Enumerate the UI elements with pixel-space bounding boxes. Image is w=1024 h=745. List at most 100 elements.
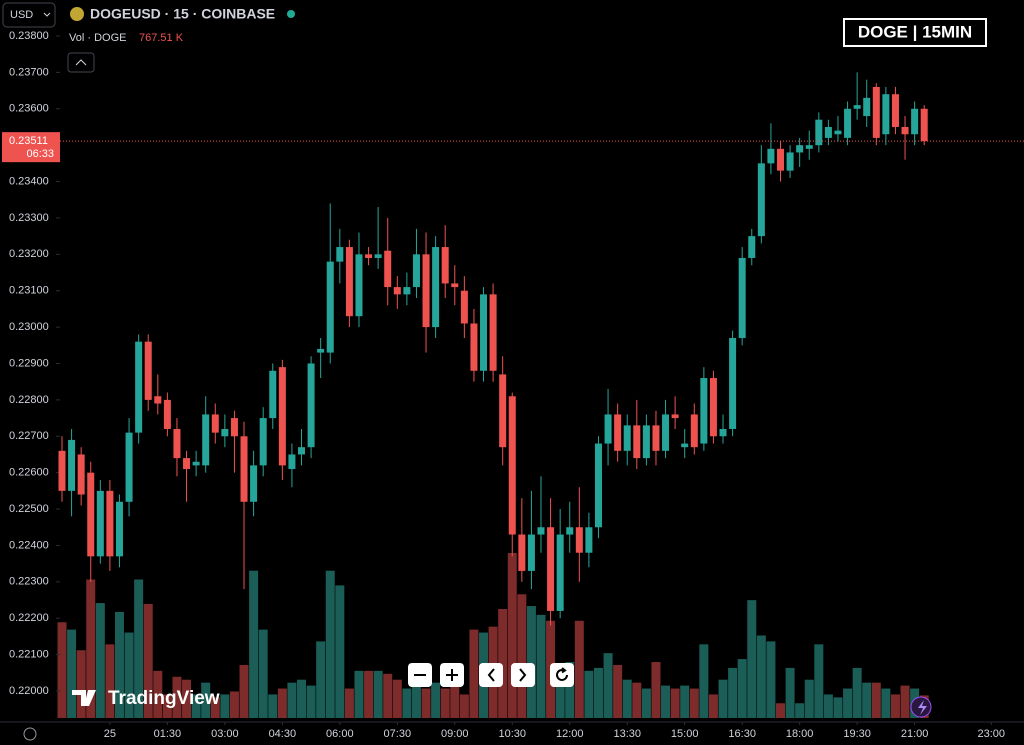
x-tick-label: 06:00 [326, 728, 354, 740]
candle-body [872, 86, 880, 138]
y-tick-label: 0.22900 [9, 357, 49, 369]
volume-bar [258, 629, 268, 718]
candle-body [920, 108, 928, 142]
volume-bar [392, 679, 402, 718]
candle-body [527, 534, 535, 571]
scroll-left-icon [487, 668, 495, 682]
volume-bar [431, 682, 441, 718]
candle-body [633, 425, 641, 459]
volume-bar [862, 682, 872, 718]
volume-bar [239, 664, 249, 718]
symbol-icon [70, 7, 84, 21]
volume-legend: 767.51 K [139, 32, 184, 44]
volume-bar [852, 667, 862, 718]
volume-bar [833, 697, 843, 718]
volume-bar [804, 679, 814, 718]
scroll-left-button[interactable] [479, 663, 503, 687]
volume-bar [680, 685, 690, 718]
volume-bar [67, 629, 77, 718]
candle-body [681, 443, 689, 448]
candle-body [307, 363, 315, 448]
candle-body [211, 414, 219, 433]
candle-body [757, 163, 765, 237]
reset-button[interactable] [550, 663, 574, 687]
volume-bar [162, 694, 172, 718]
candle-body [815, 119, 823, 146]
x-tick-label: 03:00 [211, 728, 239, 740]
candle-body [882, 94, 890, 135]
currency-selector[interactable] [2, 2, 56, 28]
volume-bar [364, 670, 374, 718]
y-tick-label: 0.23800 [9, 30, 49, 42]
candle-body [125, 432, 133, 502]
candle-body [709, 378, 717, 437]
x-tick-label: 19:30 [843, 728, 871, 740]
candle-body [824, 126, 832, 138]
y-tick-label: 0.22800 [9, 394, 49, 406]
x-tick-label: 15:00 [671, 728, 699, 740]
volume-bar [277, 688, 287, 718]
candle-body [911, 108, 919, 135]
volume-bar [785, 667, 795, 718]
candle-body [499, 374, 507, 448]
volume-bar [699, 644, 709, 718]
candle-body [345, 247, 353, 317]
y-tick-label: 0.22100 [9, 649, 49, 661]
volume-bar [795, 703, 805, 718]
volume-bar [306, 685, 316, 718]
zoom-controls [408, 663, 574, 687]
volume-bar [498, 608, 508, 718]
candle-body [547, 527, 555, 611]
candle-body [183, 458, 191, 470]
candle-body [891, 94, 899, 127]
candle-body [422, 254, 430, 328]
candle-body [556, 534, 564, 611]
volume-bar [507, 553, 517, 718]
volume-bar [603, 653, 613, 718]
collapse-button[interactable] [67, 52, 95, 73]
candle-body [230, 418, 238, 437]
candle-body [671, 414, 679, 419]
volume-bar [354, 670, 364, 718]
candle-body [796, 145, 804, 153]
candle-body [719, 429, 727, 437]
countdown: 06:33 [26, 148, 54, 160]
scroll-right-button[interactable] [511, 663, 535, 687]
volume-bar [708, 694, 718, 718]
x-tick-label: 21:00 [901, 728, 929, 740]
volume-bar [555, 670, 565, 718]
candle-body [700, 378, 708, 444]
volume-bar [201, 682, 211, 718]
candle-body [269, 370, 277, 419]
candle-body [844, 108, 852, 138]
candle-body [863, 97, 871, 117]
x-tick-label: 07:30 [384, 728, 412, 740]
volume-bar [737, 659, 747, 718]
volume-bar [776, 703, 785, 718]
y-tick-label: 0.22200 [9, 612, 49, 624]
volume-bar [689, 688, 699, 718]
volume-bar [565, 662, 575, 718]
volume-bar [718, 679, 728, 718]
currency: USD [10, 9, 33, 21]
volume-bar [124, 632, 134, 718]
volume-bar [536, 614, 546, 718]
candle-body [901, 126, 909, 135]
brand-logo [72, 690, 96, 706]
volume-bar [114, 611, 124, 718]
candle-body [853, 105, 861, 109]
x-tick-label: 23:00 [977, 728, 1005, 740]
volume-bar [459, 694, 469, 718]
volume-bar [622, 679, 632, 718]
x-tick-label: 13:30 [613, 728, 641, 740]
candle-body [805, 145, 813, 149]
candle-body [412, 254, 420, 288]
y-tick-label: 0.23000 [9, 321, 49, 333]
candle-body [96, 490, 104, 557]
candle-body [575, 527, 583, 553]
candle-body [432, 247, 440, 328]
volume-bar [172, 676, 182, 718]
settings-icon[interactable] [23, 727, 37, 741]
volume-bar [593, 667, 603, 718]
y-tick-label: 0.23600 [9, 103, 49, 115]
